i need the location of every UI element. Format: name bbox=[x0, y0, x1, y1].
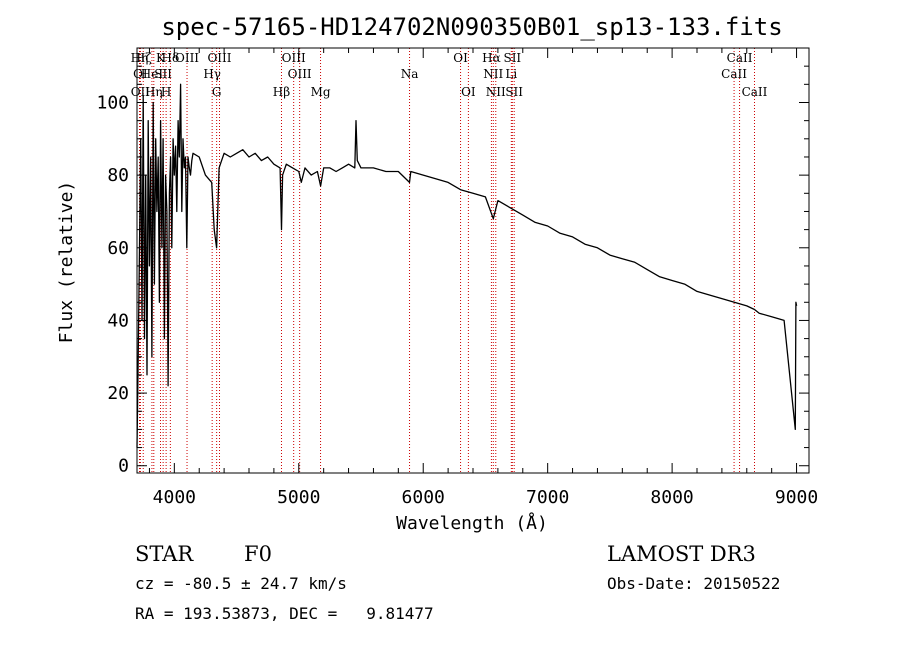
spectral-line-label: K bbox=[156, 51, 166, 65]
spectral-line-label: Hα bbox=[482, 51, 501, 65]
x-axis-label: Wavelength (Å) bbox=[396, 512, 548, 534]
spectral-line-label: Li bbox=[505, 67, 517, 81]
x-tick-label: 5000 bbox=[277, 487, 320, 508]
line-markers bbox=[138, 48, 755, 473]
y-tick-label: 20 bbox=[107, 383, 129, 404]
object-class: STAR bbox=[135, 542, 194, 566]
x-tick-label: 8000 bbox=[650, 487, 693, 508]
redshift-text: cz = -80.5 ± 24.7 km/s bbox=[135, 574, 347, 593]
spectral-line-label: SII bbox=[503, 51, 521, 65]
plot-frame bbox=[136, 47, 810, 474]
spectral-line-label: Hη bbox=[131, 51, 149, 65]
spectral-line-label: CaII bbox=[742, 85, 768, 99]
spectral-line-label: CaII bbox=[727, 51, 753, 65]
line-labels: HηOIIOIHζHeIHηKSIIHHδOIIIHγGOIIIHβOIIIOI… bbox=[131, 51, 768, 99]
y-tick-label: 100 bbox=[96, 92, 129, 113]
y-tick-label: 0 bbox=[118, 456, 129, 477]
spectral-line-label: Na bbox=[401, 67, 419, 81]
coordinates: RA = 193.53873, DEC = 9.81477 bbox=[135, 604, 434, 623]
spectral-line-label: Mg bbox=[311, 85, 331, 99]
x-tick-label: 6000 bbox=[402, 487, 445, 508]
spectral-line-label: CaII bbox=[721, 67, 747, 81]
y-axis: 0 20 40 60 80 100 bbox=[96, 65, 809, 477]
y-tick-label: 40 bbox=[107, 310, 129, 331]
survey-name: LAMOST DR3 bbox=[607, 542, 756, 566]
y-axis-label: Flux (relative) bbox=[56, 181, 77, 344]
spectral-line-label: NII bbox=[483, 67, 503, 81]
y-tick-label: 80 bbox=[107, 165, 129, 186]
x-tick-label: 4000 bbox=[153, 487, 196, 508]
spectral-line-label: H bbox=[161, 85, 171, 99]
spectral-line-label: OI bbox=[461, 85, 476, 99]
spectral-line-label: OIII bbox=[207, 51, 231, 65]
spectral-line-label: HeI bbox=[141, 67, 164, 81]
spectral-line-label: Hζ bbox=[135, 51, 152, 65]
spectrum-series bbox=[136, 83, 798, 448]
spectral-line-label: Hγ bbox=[203, 67, 221, 81]
spectral-line-label: Hη bbox=[145, 85, 163, 99]
spectral-line-label: SII bbox=[154, 67, 172, 81]
spectral-line-label: OIII bbox=[282, 51, 306, 65]
y-tick-label: 60 bbox=[107, 238, 129, 259]
spectral-line-label: G bbox=[212, 85, 222, 99]
spectral-line-label: OIII bbox=[288, 67, 312, 81]
spectrum-line bbox=[136, 83, 798, 448]
x-axis: 4000 5000 6000 7000 8000 9000 bbox=[148, 48, 818, 508]
obs-date: Obs-Date: 20150522 bbox=[607, 574, 780, 593]
spectral-line-label: OII bbox=[131, 85, 151, 99]
spectral-line-label: Hβ bbox=[273, 85, 290, 99]
x-tick-label: 7000 bbox=[526, 487, 569, 508]
spectral-line-label: NII bbox=[486, 85, 506, 99]
chart-title: spec-57165-HD124702N090350B01_sp13-133.f… bbox=[161, 13, 782, 41]
spectral-line-label: SII bbox=[505, 85, 523, 99]
spectral-line-label: OI bbox=[453, 51, 468, 65]
object-subclass: F0 bbox=[244, 542, 272, 566]
spectral-line-label: OIII bbox=[175, 51, 199, 65]
x-tick-label: 9000 bbox=[775, 487, 818, 508]
